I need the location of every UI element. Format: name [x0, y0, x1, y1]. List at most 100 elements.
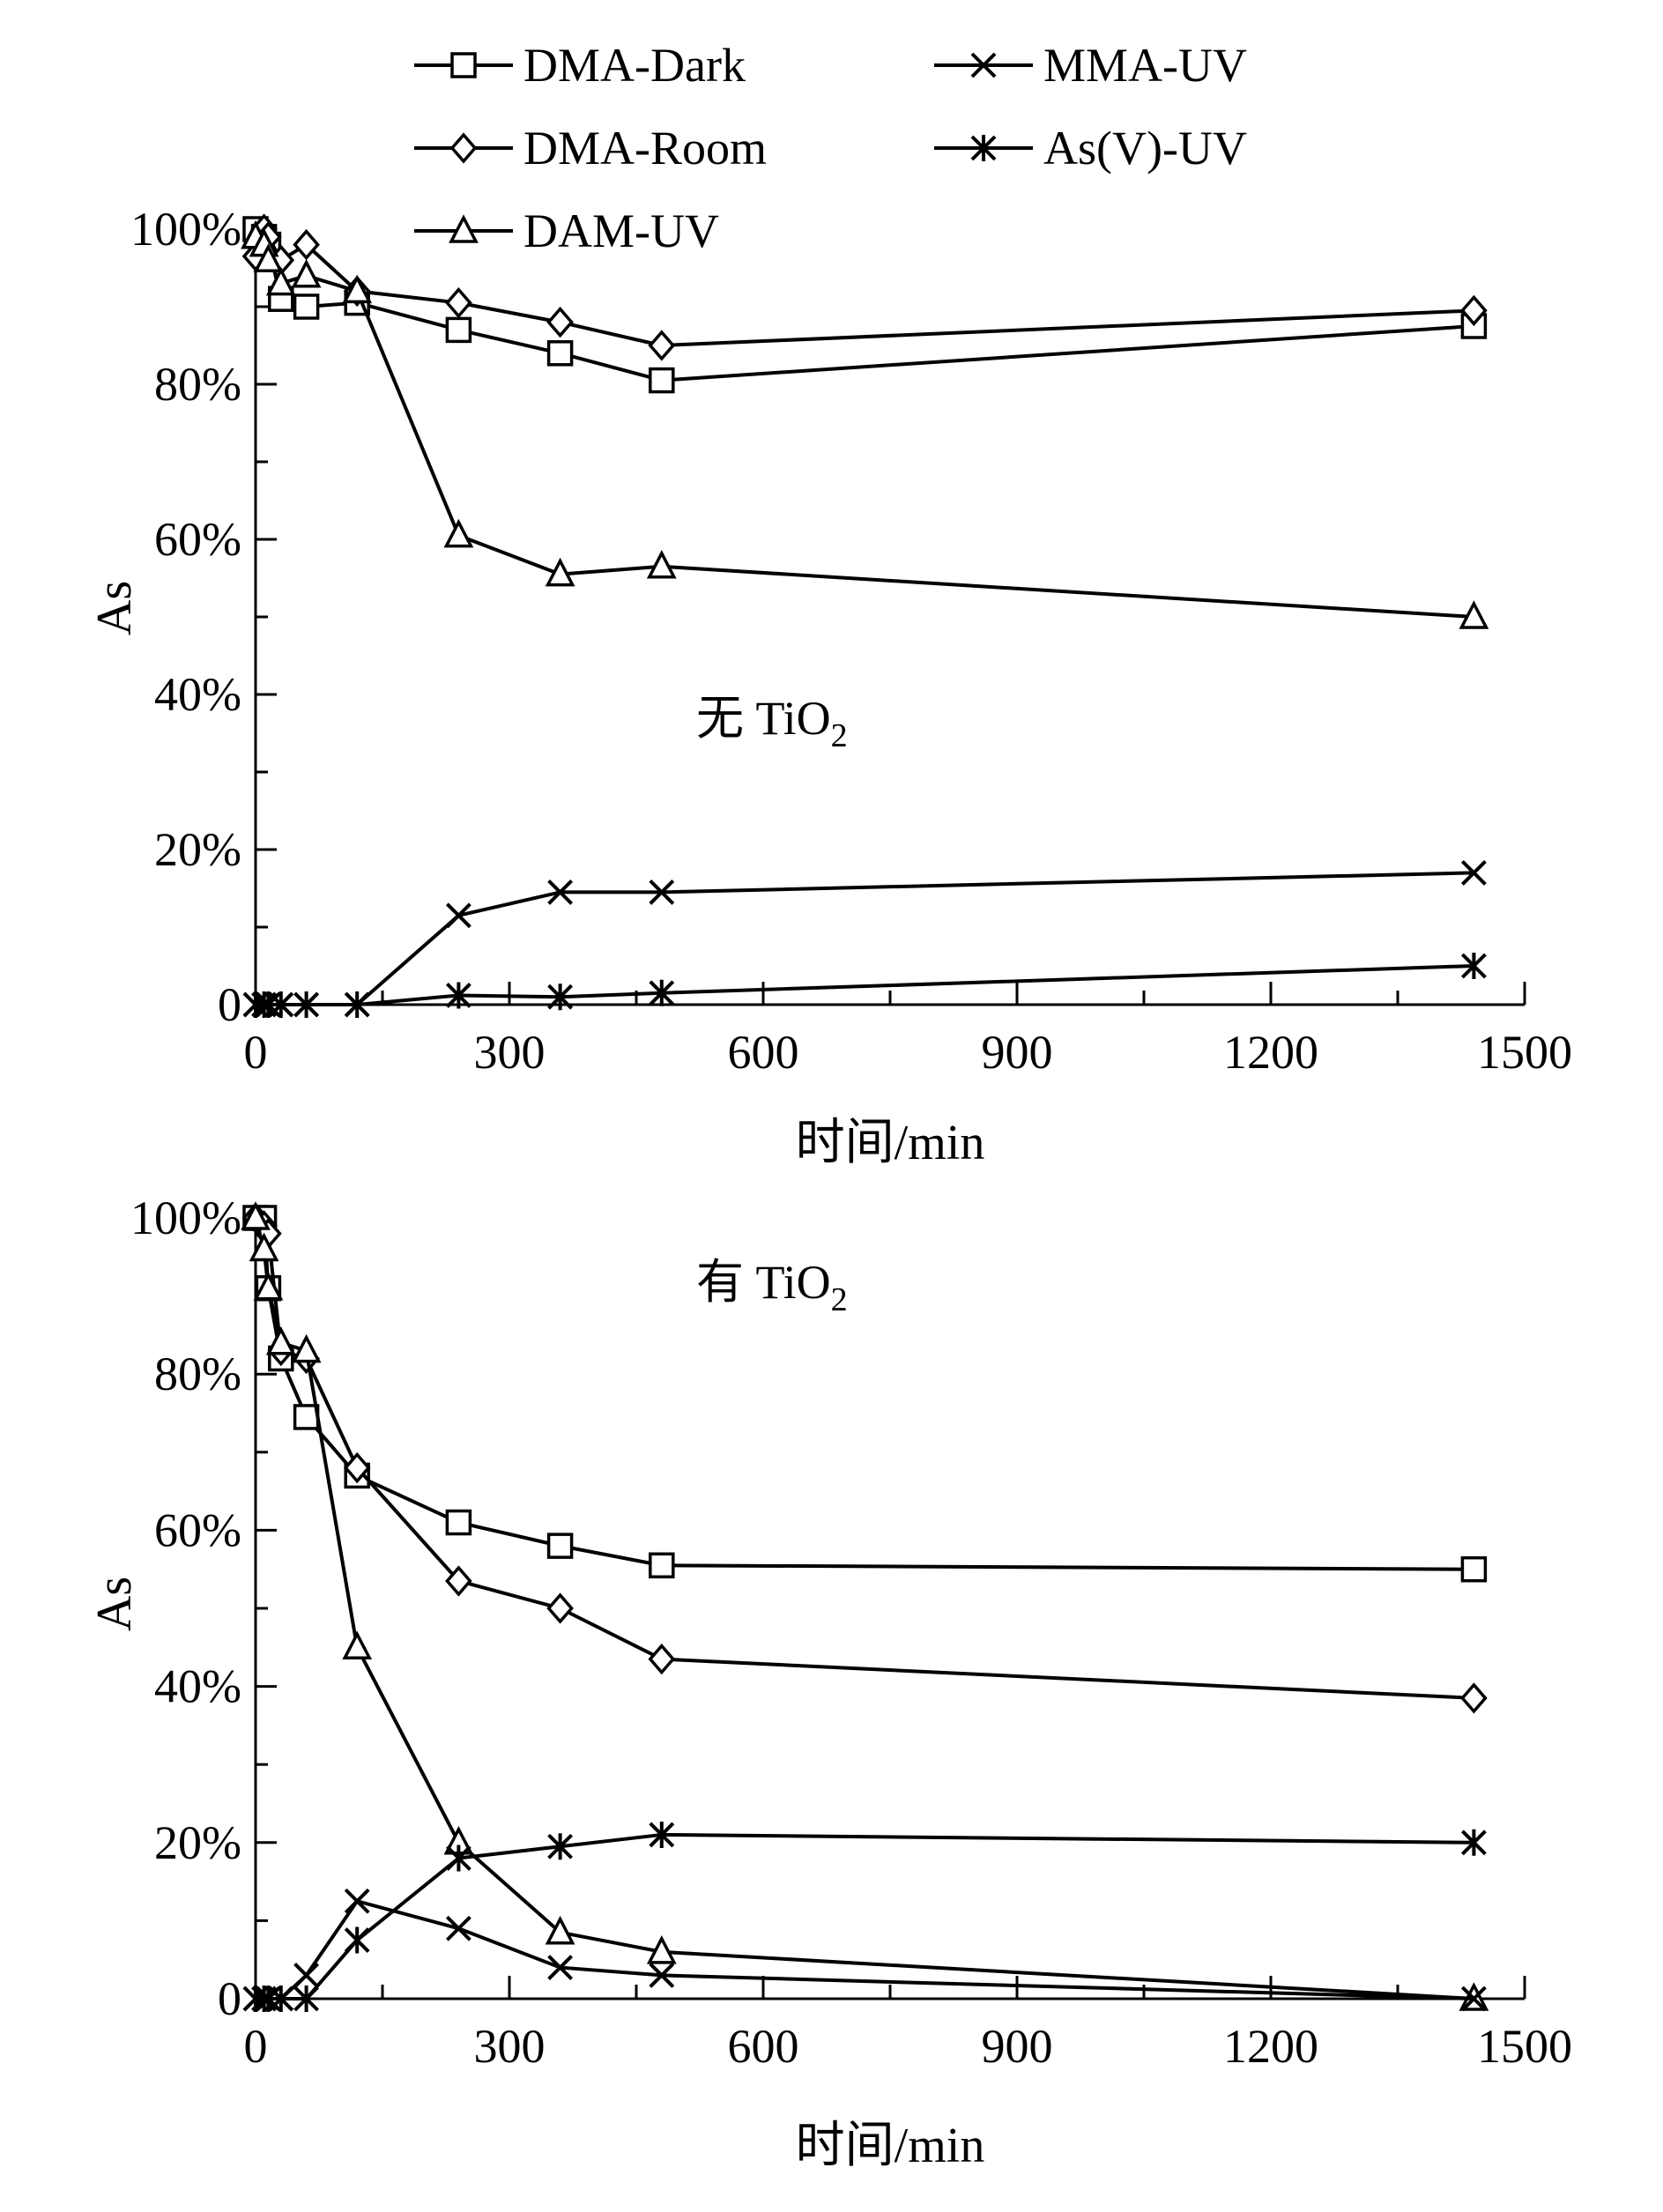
- data-point-asv_uv: [649, 979, 675, 1006]
- data-point-mma_uv: [344, 1888, 370, 1914]
- series-line-dam_uv: [254, 1217, 1474, 2000]
- x-tick-label: 1200: [1223, 2020, 1318, 2073]
- data-point-mma_uv: [649, 879, 675, 905]
- y-axis-label-top: As: [87, 581, 142, 635]
- data-point-dam_uv: [545, 1915, 575, 1945]
- data-point-dam_uv: [241, 1201, 271, 1230]
- data-point-asv_uv: [255, 1986, 281, 2012]
- data-point-dma_dark: [649, 1552, 675, 1579]
- legend-label: As(V)-UV: [1043, 122, 1247, 174]
- legend-label: MMA-UV: [1043, 39, 1247, 92]
- data-point-dam_uv: [253, 243, 284, 272]
- legend-marker-asv_uv: [970, 135, 997, 161]
- panel-annotation-top: 无 TiO2: [696, 692, 848, 754]
- data-point-dma_dark: [649, 367, 675, 394]
- data-point-dma_dark: [293, 293, 320, 320]
- legend-marker-dma_dark: [450, 52, 477, 78]
- chart-panel-top: 0 300 600 900 1200 1500 0 20% 40% 60% 80% 100% 无 Ti…: [87, 203, 1572, 1170]
- data-point-dma_room: [293, 228, 320, 261]
- data-point-dma_dark: [445, 1509, 472, 1536]
- data-point-dma_dark: [293, 1404, 320, 1430]
- legend-label: DMA-Dark: [523, 39, 746, 92]
- data-point-asv_uv: [268, 1986, 294, 2012]
- data-point-dam_uv: [253, 1271, 284, 1301]
- y-tick-label: 60%: [154, 513, 241, 566]
- data-point-mma_uv: [547, 879, 574, 905]
- x-tick-label: 300: [474, 2020, 546, 2073]
- data-point-mma_uv: [1460, 859, 1487, 886]
- data-point-dma_room: [343, 1451, 371, 1484]
- x-tick-label: 600: [728, 2020, 799, 2073]
- data-point-asv_uv: [649, 1821, 675, 1848]
- data-point-asv_uv: [1460, 953, 1487, 979]
- y-axis-label-bottom: As: [87, 1577, 142, 1631]
- data-point-asv_uv: [268, 991, 294, 1018]
- data-point-asv_uv: [547, 984, 574, 1011]
- data-point-dma_room: [648, 1643, 676, 1675]
- data-point-mma_uv: [547, 1955, 574, 1980]
- axes-bottom: 0 300 600 900 1200 1500 0 20% 40% 60% 80% 100%: [130, 1191, 1572, 2073]
- data-point-dma_room: [1460, 294, 1488, 327]
- x-tick-label: 0: [244, 2020, 268, 2073]
- data-point-dma_dark: [546, 340, 574, 367]
- legend-item-dma_room: DMA-Room: [414, 122, 767, 174]
- data-point-dma_room: [1460, 1682, 1488, 1714]
- data-point-dma_dark: [546, 1533, 574, 1559]
- x-axis-label-bottom: 时间/min: [796, 2119, 985, 2173]
- data-point-dma_room: [648, 330, 676, 361]
- series-dam_uv: [241, 219, 1489, 629]
- legend-marker-dam_uv: [449, 214, 479, 243]
- data-point-dam_uv: [265, 1325, 296, 1355]
- data-point-dma_dark: [445, 316, 472, 344]
- data-point-dam_uv: [443, 518, 474, 548]
- axes-top: 0 300 600 900 1200 1500 0 20% 40% 60% 80% 100%: [130, 203, 1572, 1079]
- data-point-asv_uv: [547, 1833, 574, 1860]
- data-point-dam_uv: [1459, 600, 1489, 629]
- series-asv_uv: [242, 1821, 1487, 2012]
- data-point-dam_uv: [646, 549, 677, 579]
- x-tick-label: 1200: [1223, 1026, 1318, 1079]
- data-point-dam_uv: [342, 1630, 373, 1660]
- y-tick-label: 80%: [154, 1347, 241, 1400]
- y-tick-label: 20%: [154, 1816, 241, 1869]
- data-point-dam_uv: [291, 1333, 322, 1363]
- y-tick-label: 0: [218, 1972, 241, 2025]
- x-tick-label: 300: [474, 1026, 546, 1079]
- data-point-dma_room: [546, 306, 574, 338]
- data-point-asv_uv: [255, 991, 281, 1018]
- data-point-asv_uv: [344, 1926, 370, 1954]
- data-point-dma_dark: [1460, 1555, 1488, 1583]
- data-point-mma_uv: [445, 902, 471, 929]
- legend-marker-dma_room: [449, 132, 478, 164]
- y-tick-label: 100%: [130, 1191, 241, 1244]
- data-point-asv_uv: [293, 1986, 320, 2012]
- y-tick-label: 40%: [154, 1660, 241, 1713]
- legend-item-dam_uv: DAM-UV: [414, 204, 719, 257]
- x-tick-label: 900: [982, 1026, 1053, 1079]
- y-tick-label: 80%: [154, 358, 241, 411]
- data-point-dma_room: [445, 1565, 472, 1597]
- series-bottom: [241, 1201, 1489, 2012]
- x-tick-label: 1500: [1477, 1026, 1572, 1079]
- data-point-asv_uv: [445, 982, 471, 1009]
- data-point-dam_uv: [545, 557, 575, 587]
- x-axis-label-top: 时间/min: [796, 1116, 985, 1170]
- y-tick-label: 0: [218, 978, 241, 1031]
- chart-panel-bottom: 0 300 600 900 1200 1500 0 20% 40% 60% 80% 100% 有 Ti…: [87, 1191, 1572, 2173]
- x-tick-label: 0: [244, 1026, 268, 1079]
- data-point-asv_uv: [293, 991, 320, 1018]
- data-point-dam_uv: [291, 258, 322, 288]
- legend-label: DMA-Room: [523, 122, 767, 174]
- data-point-mma_uv: [1460, 1986, 1487, 2012]
- data-point-mma_uv: [293, 1963, 320, 1988]
- data-point-mma_uv: [445, 1915, 471, 1941]
- x-tick-label: 900: [982, 2020, 1053, 2073]
- y-tick-label: 100%: [130, 203, 241, 256]
- y-tick-label: 20%: [154, 823, 241, 876]
- data-point-dam_uv: [646, 1935, 677, 1964]
- panel-annotation-bottom: 有 TiO2: [696, 1256, 848, 1318]
- x-tick-label: 1500: [1477, 2020, 1572, 2073]
- x-tick-label: 600: [728, 1026, 799, 1079]
- legend-label: DAM-UV: [523, 204, 719, 257]
